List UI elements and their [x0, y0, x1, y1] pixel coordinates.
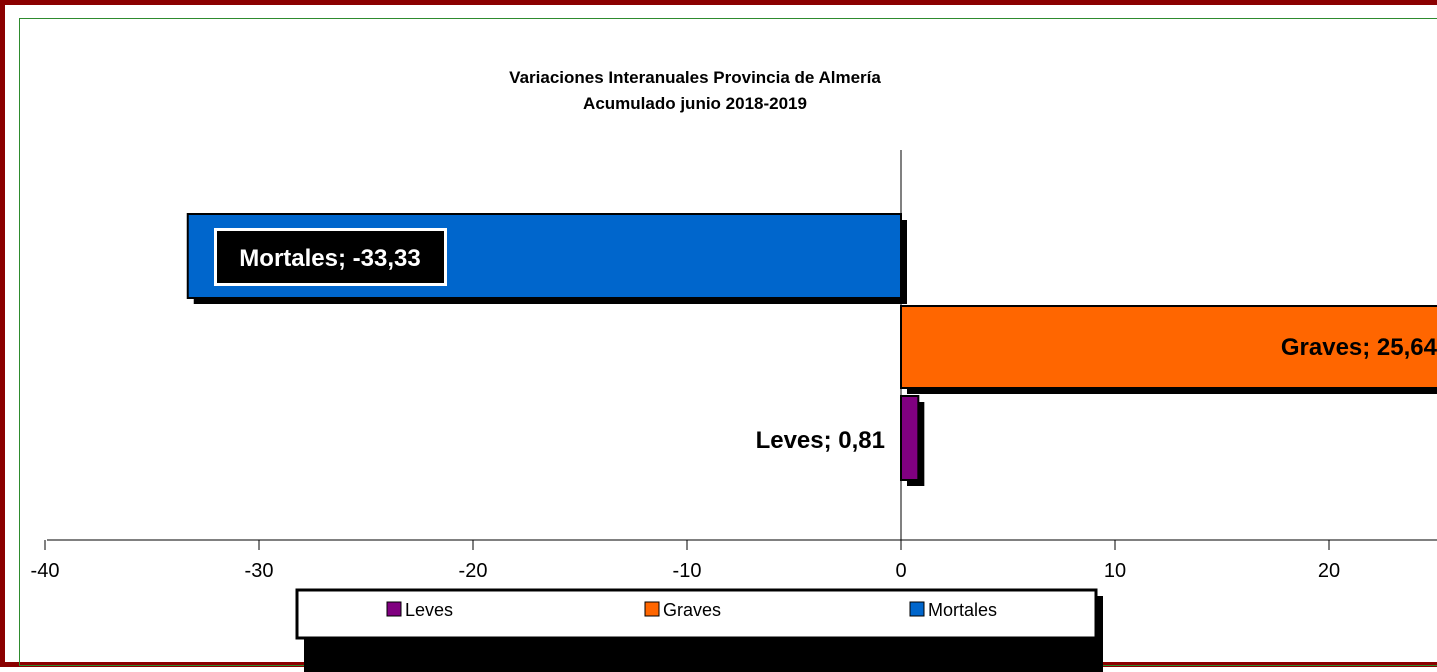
- x-tick-label: 20: [1318, 560, 1340, 582]
- legend-box: [295, 588, 1098, 640]
- legend-swatch-mortales: [909, 601, 925, 617]
- axes-layer: -40 -30 -20 -10 0 10 20: [31, 150, 1437, 582]
- bar-chart: Variaciones Interanuales Provincia de Al…: [31, 68, 1437, 672]
- legend-label-mortales: Mortales: [928, 600, 997, 620]
- x-tick-label: -30: [245, 560, 274, 582]
- x-tick-label: -40: [31, 560, 60, 582]
- legend-label-graves: Graves: [663, 600, 721, 620]
- x-tick-label: 0: [895, 560, 906, 582]
- legend-swatch-leves: [386, 601, 402, 617]
- legend: Leves Graves Mortales: [295, 588, 1103, 672]
- chart-title: Variaciones Interanuales Provincia de Al…: [509, 68, 881, 87]
- data-labels-layer: Mortales; -33,33 Graves; 25,64 Leves; 0,81: [214, 228, 1437, 454]
- data-label-graves: Graves; 25,64: [1281, 334, 1437, 361]
- x-tick-label: -10: [673, 560, 702, 582]
- legend-swatch-graves: [644, 601, 660, 617]
- data-label-bg-mortales: [217, 231, 444, 283]
- chart-subtitle: Acumulado junio 2018-2019: [583, 94, 807, 113]
- data-label-leves: Leves; 0,81: [756, 427, 885, 454]
- legend-label-leves: Leves: [405, 600, 453, 620]
- data-label-mortales: Mortales; -33,33: [239, 245, 420, 272]
- bar-graves: [900, 305, 1437, 389]
- x-tick-label: 10: [1104, 560, 1126, 582]
- bar-leves: [900, 395, 920, 481]
- x-tick-label: -20: [459, 560, 488, 582]
- chart-title-group: Variaciones Interanuales Provincia de Al…: [509, 68, 881, 113]
